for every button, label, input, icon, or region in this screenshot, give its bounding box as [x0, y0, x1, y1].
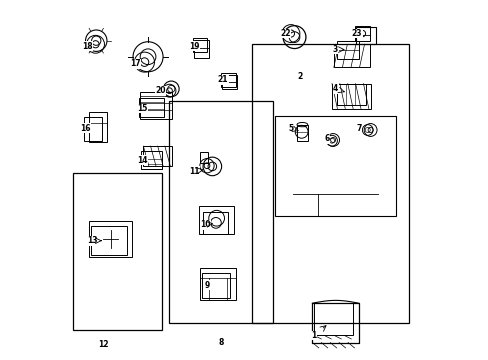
Bar [89, 112, 107, 143]
Text: 12: 12 [98, 340, 108, 349]
Text: 21: 21 [217, 76, 228, 85]
Bar [312, 303, 358, 342]
Bar [199, 206, 233, 234]
Bar [313, 303, 353, 336]
Text: 14: 14 [137, 156, 148, 165]
Bar [296, 125, 307, 141]
Text: 19: 19 [189, 41, 199, 50]
Bar [354, 26, 369, 41]
Text: 9: 9 [204, 281, 209, 290]
Bar [331, 84, 370, 109]
Text: 13: 13 [87, 236, 98, 245]
Text: 18: 18 [82, 41, 92, 50]
Bar [333, 44, 369, 67]
Bar [200, 267, 235, 300]
Bar [89, 221, 132, 257]
Bar [83, 117, 102, 141]
Text: 5: 5 [288, 124, 293, 133]
Bar [221, 73, 235, 87]
Bar [139, 98, 164, 117]
Text: 20: 20 [155, 86, 165, 95]
Bar [143, 146, 172, 166]
Text: 2: 2 [297, 72, 302, 81]
Text: 23: 23 [351, 29, 362, 38]
Bar [355, 27, 375, 44]
Bar [193, 40, 209, 58]
Text: 7: 7 [355, 124, 361, 133]
Bar [274, 116, 395, 216]
Bar [73, 173, 162, 330]
Text: 11: 11 [189, 167, 199, 176]
Text: 1: 1 [311, 331, 316, 340]
Bar [91, 226, 126, 255]
Text: 6: 6 [324, 134, 328, 143]
Text: 8: 8 [218, 338, 224, 347]
Text: 15: 15 [137, 104, 147, 113]
Bar [192, 38, 206, 52]
Bar [251, 44, 408, 323]
Bar [201, 273, 230, 298]
Bar [141, 152, 162, 169]
Bar [140, 93, 172, 119]
Text: 3: 3 [332, 45, 338, 54]
Bar [221, 75, 237, 89]
Text: 16: 16 [80, 124, 91, 133]
Text: 22: 22 [280, 29, 290, 38]
Text: 4: 4 [332, 84, 338, 93]
Text: 17: 17 [130, 59, 141, 68]
Text: 10: 10 [200, 220, 210, 229]
Bar [337, 41, 358, 59]
Bar [169, 102, 272, 323]
Bar [200, 152, 207, 163]
Bar [337, 84, 365, 105]
Bar [203, 212, 228, 234]
